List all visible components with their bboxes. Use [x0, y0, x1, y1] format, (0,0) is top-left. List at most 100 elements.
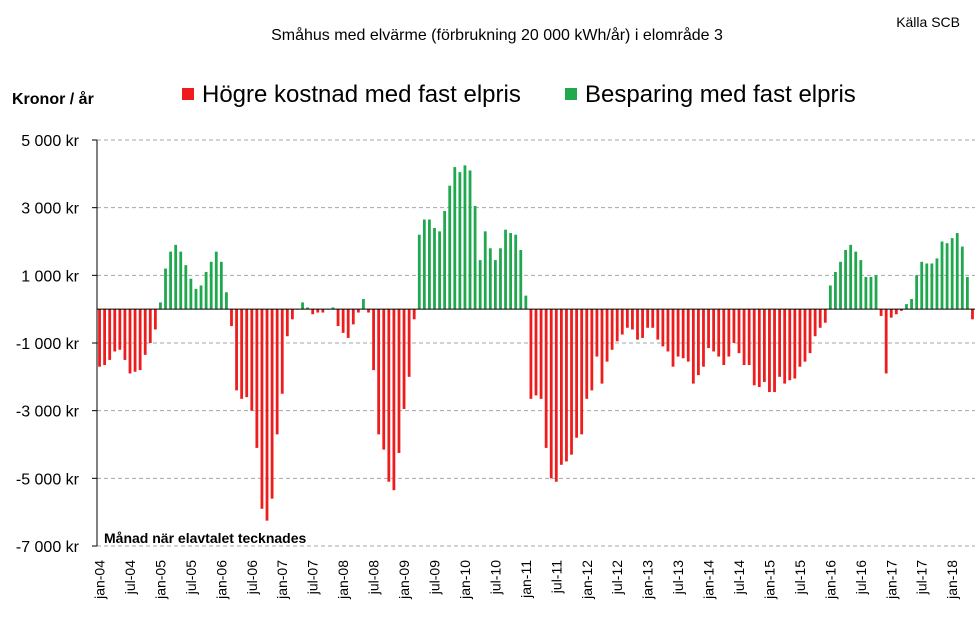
legend-swatch-green — [565, 88, 577, 100]
bar — [727, 309, 731, 357]
chart-source: Källa SCB — [896, 14, 960, 30]
bar — [565, 309, 568, 462]
bar — [559, 309, 563, 465]
bar — [697, 309, 700, 376]
x-tick-label: jan-07 — [274, 560, 290, 600]
bar — [473, 205, 477, 310]
bar — [123, 309, 127, 360]
x-tick-label: jan-13 — [640, 560, 656, 600]
bar — [377, 309, 381, 435]
bar — [590, 309, 594, 391]
bar — [164, 268, 167, 310]
bar — [747, 309, 751, 365]
bar — [570, 309, 573, 455]
bar — [894, 309, 898, 315]
bar — [143, 309, 147, 355]
bar — [793, 309, 797, 379]
bar — [605, 309, 609, 362]
bar — [494, 260, 497, 310]
x-tick-label: jul-06 — [244, 560, 260, 595]
bar — [316, 309, 320, 313]
bar — [184, 265, 188, 310]
x-tick-label: jul-15 — [792, 560, 808, 595]
bar — [301, 302, 304, 310]
x-tick-label: jan-11 — [518, 560, 534, 599]
x-tick-label: jul-07 — [305, 560, 321, 595]
bar — [336, 309, 340, 327]
y-tick-label: -3 000 kr — [16, 404, 80, 421]
bar — [798, 309, 802, 367]
bar — [189, 278, 193, 310]
bar — [889, 309, 893, 318]
bar — [280, 309, 284, 394]
bar — [686, 309, 690, 362]
bar — [478, 260, 482, 310]
bar — [691, 309, 695, 384]
bar — [458, 172, 462, 310]
bar — [828, 285, 832, 310]
bar — [321, 309, 325, 313]
bar — [910, 299, 913, 310]
x-tick-label: jan-08 — [335, 560, 351, 600]
bar — [529, 309, 533, 399]
bar — [524, 295, 528, 310]
bar — [174, 244, 178, 310]
bar — [240, 309, 244, 399]
bar — [270, 309, 274, 499]
x-tick-label: jan-05 — [152, 560, 168, 600]
bar — [138, 309, 142, 371]
bar — [839, 261, 842, 310]
bar — [823, 309, 827, 323]
bar — [575, 309, 578, 438]
bar — [108, 309, 112, 360]
bar — [488, 248, 492, 310]
x-tick-label: jan-17 — [883, 560, 899, 600]
bar — [768, 309, 771, 393]
bar — [422, 219, 426, 310]
bar — [762, 309, 766, 382]
bar — [636, 309, 639, 340]
bar — [504, 229, 507, 310]
y-axis-label: Kronor / år — [12, 90, 94, 108]
x-tick-labels: jan-04 jul-04 jan-05 jul-05 jan-06 jul-06 jan-… — [92, 560, 961, 600]
bar — [153, 309, 157, 330]
bar — [666, 309, 670, 352]
bar — [306, 307, 310, 310]
bar — [651, 309, 655, 328]
bar — [752, 309, 756, 386]
x-tick-label: jul-04 — [122, 560, 138, 595]
x-tick-label: jul-14 — [731, 560, 747, 595]
bar — [549, 309, 553, 479]
bar — [702, 309, 705, 367]
bar — [920, 261, 924, 310]
bar — [757, 309, 761, 387]
bar — [194, 288, 198, 310]
bar — [372, 309, 375, 371]
bar — [539, 309, 543, 399]
y-tick-label: 1 000 kr — [21, 268, 79, 285]
bar — [717, 309, 721, 357]
legend-swatch-red — [182, 88, 194, 100]
bar — [940, 241, 944, 310]
bar — [955, 233, 959, 310]
y-tick-labels: 5 000 kr 3 000 kr 1 000 kr -1 000 kr -3 000 … — [16, 133, 80, 556]
bar — [620, 309, 624, 335]
bar — [509, 233, 513, 310]
bar — [900, 309, 903, 311]
x-tick-label: jan-16 — [822, 560, 838, 600]
bar — [915, 275, 919, 310]
bar — [397, 309, 401, 453]
bar — [544, 309, 548, 448]
bar — [854, 251, 858, 310]
y-tick-label: 3 000 kr — [21, 201, 79, 218]
x-tick-label: jul-11 — [548, 560, 564, 594]
bar — [783, 309, 787, 384]
bar — [367, 309, 370, 313]
bar — [453, 167, 457, 310]
bar — [960, 246, 964, 310]
bar — [945, 243, 949, 310]
bar — [788, 309, 792, 381]
bar — [346, 309, 350, 338]
bar — [245, 309, 249, 398]
bars — [98, 165, 974, 521]
